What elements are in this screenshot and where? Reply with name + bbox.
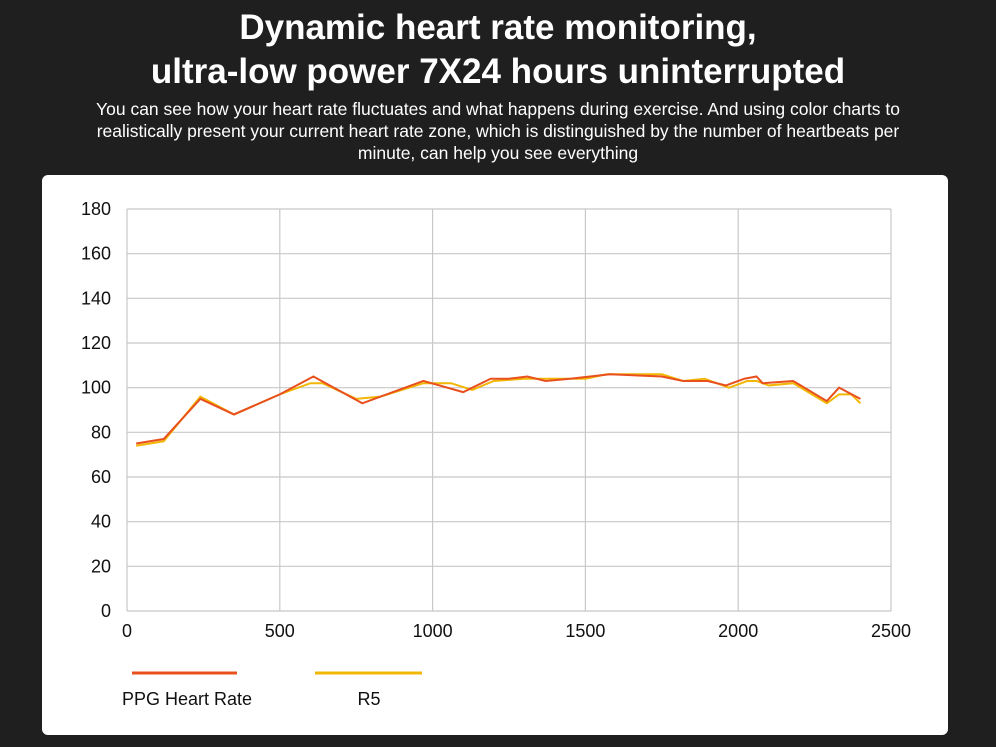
heart-rate-chart: 0 20 40 60 80 100 120 140 160 180 0 500 1000 1500 2000… (81, 199, 911, 709)
y-tick-label: 20 (91, 556, 111, 576)
chart-card: 0 20 40 60 80 100 120 140 160 180 0 500 1000 1500 2000… (42, 175, 948, 735)
y-tick-label: 100 (81, 378, 111, 398)
series-line-r5 (136, 373, 862, 447)
legend-label: R5 (357, 689, 380, 709)
legend-label: PPG Heart Rate (122, 689, 252, 709)
x-tick-label: 2000 (718, 621, 758, 641)
x-tick-label: 500 (265, 621, 295, 641)
subtitle: You can see how your heart rate fluctuat… (96, 99, 900, 163)
y-tick-label: 120 (81, 333, 111, 353)
y-tick-label: 180 (81, 199, 111, 219)
y-tick-label: 160 (81, 244, 111, 264)
y-tick-label: 80 (91, 422, 111, 442)
title-line-1: Dynamic heart rate monitoring, (239, 8, 757, 47)
x-tick-label: 1500 (565, 621, 605, 641)
title-line-2: ultra-low power 7X24 hours uninterrupted (150, 52, 846, 91)
y-tick-label: 140 (81, 288, 111, 308)
x-tick-label: 0 (122, 621, 132, 641)
series-line-ppg-heart-rate (136, 373, 861, 445)
x-tick-label: 2500 (871, 621, 911, 641)
y-tick-label: 0 (101, 601, 111, 621)
page-title: Dynamic heart rate monitoring, ultra-low… (0, 6, 996, 94)
x-tick-label: 1000 (413, 621, 453, 641)
y-tick-label: 40 (91, 512, 111, 532)
y-tick-label: 60 (91, 467, 111, 487)
